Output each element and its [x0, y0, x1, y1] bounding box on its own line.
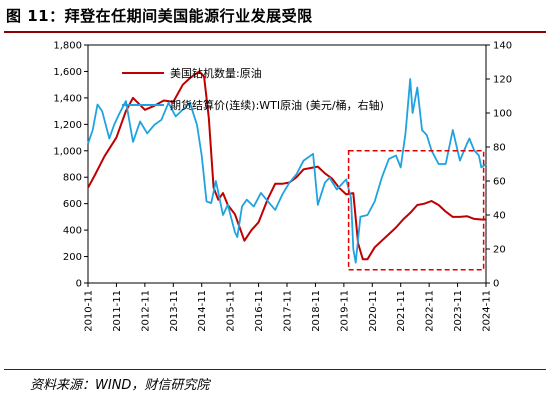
y-left-tick-label: 1,200: [53, 120, 82, 131]
y-left-tick-label: 400: [63, 226, 82, 237]
figure-title: 图 11：拜登在任期间美国能源行业发展受限: [6, 7, 313, 25]
y-right-tick-label: 40: [493, 211, 506, 222]
y-right-tick-label: 120: [493, 75, 512, 86]
y-left-tick-label: 200: [63, 252, 82, 263]
x-tick-label: 2019-11: [339, 290, 350, 332]
source-rule: [4, 369, 546, 370]
legend-label-wti: 期货结算价(连续):WTI原油 (美元/桶，右轴): [170, 98, 384, 112]
rig-count-wti-chart: 02004006008001,0001,2001,4001,6001,80002…: [53, 41, 512, 332]
y-left-tick-label: 1,800: [53, 41, 82, 52]
plot-frame: [87, 44, 487, 284]
highlight-box: [347, 150, 485, 271]
y-left-tick-label: 1,600: [53, 67, 82, 78]
y-left-tick-label: 0: [76, 279, 82, 290]
x-tick-label: 2016-11: [254, 290, 265, 332]
y-right-tick-label: 0: [493, 279, 499, 290]
x-tick-label: 2018-11: [311, 290, 322, 332]
x-tick-label: 2022-11: [425, 290, 436, 332]
x-tick-label: 2024-11: [482, 290, 493, 332]
legend-label-rigs: 美国钻机数量:原油: [170, 66, 262, 80]
x-tick-label: 2020-11: [368, 290, 379, 332]
x-tick-label: 2011-11: [112, 290, 123, 332]
y-right-tick-label: 20: [493, 245, 506, 256]
y-right-tick-label: 100: [493, 109, 512, 120]
y-left-tick-label: 800: [63, 173, 82, 184]
series: [87, 70, 487, 271]
x-tick-label: 2021-11: [396, 290, 407, 332]
y-right-tick-label: 60: [493, 177, 506, 188]
x-tick-label: 2010-11: [84, 290, 95, 332]
x-tick-label: 2023-11: [453, 290, 464, 332]
source-note: 资料来源：WIND，财信研究院: [30, 378, 210, 393]
y-right-tick-label: 140: [493, 41, 512, 52]
x-tick-label: 2014-11: [197, 290, 208, 332]
y-left-tick-label: 1,000: [53, 146, 82, 157]
wti-price-line: [87, 78, 487, 264]
rig-count-line: [87, 70, 486, 261]
x-tick-label: 2012-11: [140, 290, 151, 332]
y-left-tick-label: 1,400: [53, 93, 82, 104]
x-tick-label: 2017-11: [283, 290, 294, 332]
x-tick-label: 2013-11: [169, 290, 180, 332]
axes: 02004006008001,0001,2001,4001,6001,80002…: [53, 41, 512, 332]
y-left-tick-label: 600: [63, 199, 82, 210]
x-tick-label: 2015-11: [226, 290, 237, 332]
title-rule: [4, 31, 546, 33]
y-right-tick-label: 80: [493, 143, 506, 154]
